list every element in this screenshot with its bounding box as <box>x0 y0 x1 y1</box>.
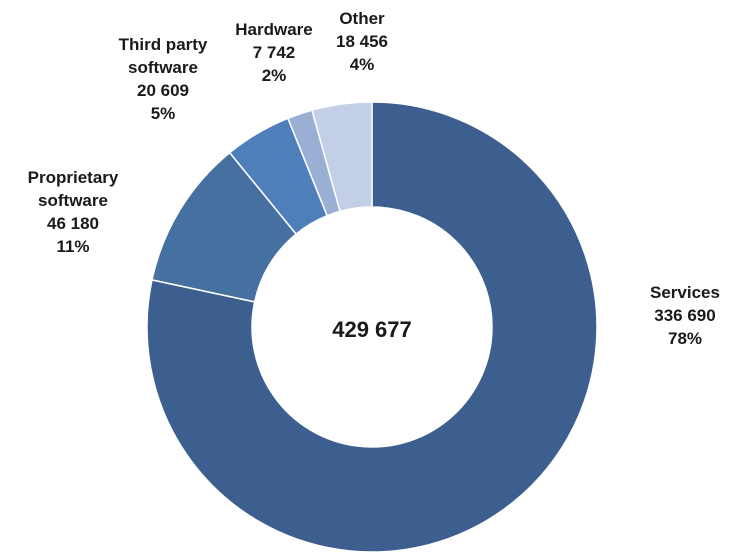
slice-label-third-party-software: Third party software 20 609 5% <box>119 35 208 123</box>
slice-label-other: Other 18 456 4% <box>336 9 388 74</box>
center-total-label: 429 677 <box>332 317 412 342</box>
slice-other <box>311 101 373 213</box>
slice-label-services: Services 336 690 78% <box>650 283 720 348</box>
slice-label-hardware: Hardware 7 742 2% <box>235 20 312 85</box>
slice-labels: Services 336 690 78% Proprietary software 46 … <box>28 9 720 348</box>
slice-services <box>146 101 598 552</box>
donut-slices <box>146 101 598 552</box>
slice-label-proprietary-software: Proprietary software 46 180 11% <box>28 168 119 256</box>
